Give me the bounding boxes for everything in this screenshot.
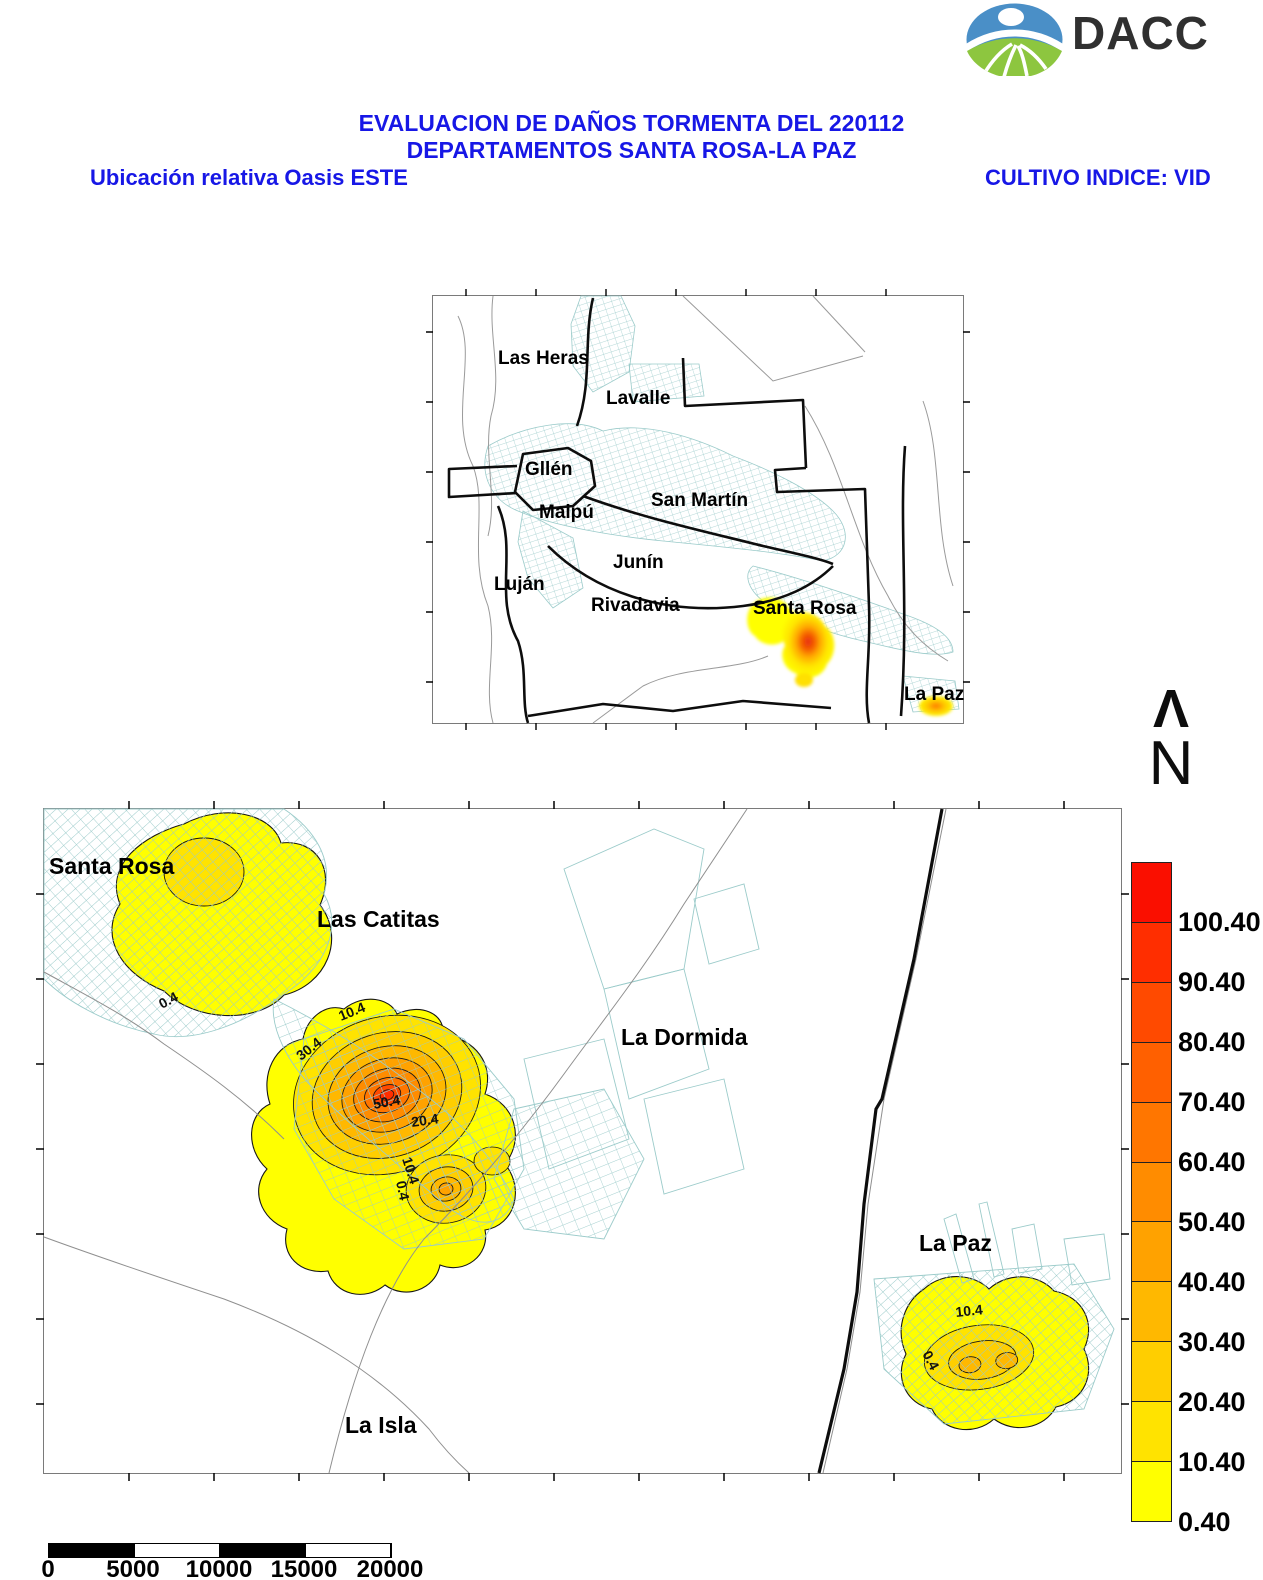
contour-label: 10.4 xyxy=(955,1301,984,1320)
legend-value: 40.40 xyxy=(1178,1267,1246,1297)
legend-cell xyxy=(1132,1462,1171,1521)
scale-tick-label: 20000 xyxy=(356,1556,424,1580)
legend-value: 70.40 xyxy=(1178,1087,1246,1117)
legend-value: 60.40 xyxy=(1178,1147,1246,1177)
legend-value: 10.40 xyxy=(1178,1447,1246,1477)
legend-value: 100.40 xyxy=(1178,907,1261,937)
main-label-la-isla: La Isla xyxy=(345,1412,417,1438)
overview-label-junin: Junín xyxy=(613,552,664,573)
overview-dept-boundaries xyxy=(447,297,907,724)
main-map: 0.4 10.4 30.4 50.4 20.4 10.4 0.4 10.4 0.… xyxy=(36,801,1129,1481)
legend-cell xyxy=(1132,1402,1171,1463)
main-label-la-paz: La Paz xyxy=(919,1230,992,1256)
overview-minor-boundaries xyxy=(457,295,954,724)
scale-bar-segment xyxy=(304,1544,391,1557)
scale-bar-segment xyxy=(49,1544,134,1557)
main-label-santa-rosa: Santa Rosa xyxy=(49,853,174,879)
overview-damage-spots xyxy=(747,597,953,716)
overview-label-rivadavia: Rivadavia xyxy=(591,595,680,616)
scale-bar-segment xyxy=(220,1544,305,1557)
dacc-logo-icon xyxy=(964,3,1065,78)
overview-label-las-heras: Las Heras xyxy=(498,348,589,369)
legend-cell xyxy=(1132,863,1171,923)
overview-label-maipu: Maipú xyxy=(539,502,594,523)
north-chevron-icon: Λ xyxy=(1152,679,1190,739)
overview-map: Las Heras Lavalle Gllén Maipú San Martín… xyxy=(426,289,970,730)
main-dept-boundary xyxy=(817,808,944,1474)
legend-cell xyxy=(1132,982,1171,1043)
north-letter: N xyxy=(1148,729,1194,798)
scale-tick-label: 0 xyxy=(41,1556,55,1580)
main-minor-boundaries xyxy=(43,808,947,1474)
scale-bar-segment xyxy=(133,1544,220,1557)
legend-cell xyxy=(1132,1282,1171,1343)
title-line1: EVALUACION DE DAÑOS TORMENTA DEL 220112 xyxy=(358,110,905,136)
main-label-la-dormida: La Dormida xyxy=(621,1024,748,1050)
title-line2: DEPARTAMENTOS SANTA ROSA-LA PAZ xyxy=(406,137,857,163)
legend-cell xyxy=(1132,1042,1171,1103)
subtitle-right: CULTIVO INDICE: VID xyxy=(985,165,1211,190)
overview-label-gllen: Gllén xyxy=(525,459,573,480)
legend-cell xyxy=(1132,1222,1171,1283)
overview-labels: Las Heras Lavalle Gllén Maipú San Martín… xyxy=(494,348,964,705)
contour-label: 0.4 xyxy=(393,1179,413,1202)
main-parcel-areas xyxy=(43,808,1115,1425)
contour-label: 50.4 xyxy=(372,1091,402,1112)
dacc-logo xyxy=(964,3,1065,78)
legend-cell xyxy=(1132,1342,1171,1403)
overview-frame-ticks xyxy=(426,289,970,730)
legend-cell xyxy=(1132,1162,1171,1223)
north-arrow: Λ N xyxy=(1136,679,1206,798)
overview-parcel-areas xyxy=(484,295,960,713)
scale-tick-label: 10000 xyxy=(185,1556,253,1580)
scale-bar-graphic xyxy=(48,1543,392,1558)
subtitle-left: Ubicación relativa Oasis ESTE xyxy=(90,165,408,190)
dacc-wordmark: DACC xyxy=(1072,7,1209,59)
scale-tick-label: 15000 xyxy=(270,1556,338,1580)
overview-label-san-martin: San Martín xyxy=(651,490,748,511)
overview-map-canvas: Las Heras Lavalle Gllén Maipú San Martín… xyxy=(426,289,970,730)
legend-value: 0.40 xyxy=(1178,1507,1231,1537)
main-label-las-catitas: Las Catitas xyxy=(317,906,440,932)
main-frame-ticks xyxy=(36,801,1129,1481)
main-map-canvas: 0.4 10.4 30.4 50.4 20.4 10.4 0.4 10.4 0.… xyxy=(36,801,1129,1481)
contour-label: 20.4 xyxy=(410,1110,439,1130)
overview-label-santa-rosa: Santa Rosa xyxy=(753,598,857,619)
overview-label-lavalle: Lavalle xyxy=(606,388,670,409)
overview-label-la-paz: La Paz xyxy=(904,684,964,705)
legend-value: 80.40 xyxy=(1178,1027,1246,1057)
legend-value: 20.40 xyxy=(1178,1387,1246,1417)
legend-cell xyxy=(1132,922,1171,983)
legend-value: 90.40 xyxy=(1178,967,1246,997)
scale-tick-label: 5000 xyxy=(106,1556,160,1580)
overview-label-lujan: Luján xyxy=(494,574,545,595)
legend-cell xyxy=(1132,1102,1171,1163)
legend-value: 30.40 xyxy=(1178,1327,1246,1357)
main-labels: Santa Rosa Las Catitas La Dormida La Paz… xyxy=(49,853,992,1438)
legend-colorbar xyxy=(1131,862,1172,1522)
legend-value: 50.40 xyxy=(1178,1207,1246,1237)
